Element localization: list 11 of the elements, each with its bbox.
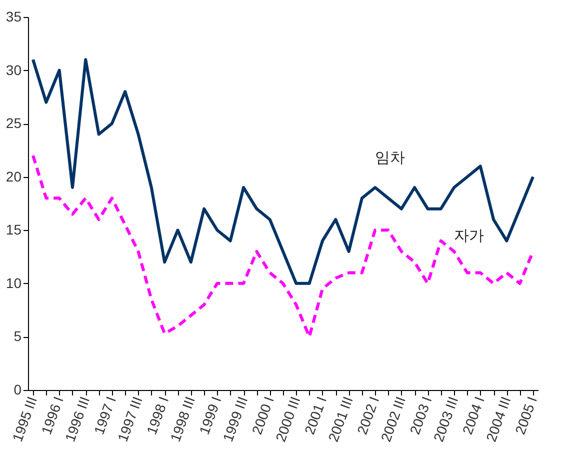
x-tick-label: 2005 I xyxy=(512,394,540,436)
y-tick-label: 30 xyxy=(6,62,22,78)
y-tick-label: 25 xyxy=(6,115,22,132)
series-label: 자가 xyxy=(454,226,484,244)
line-series xyxy=(32,58,534,285)
y-tick-label: 5 xyxy=(14,328,22,344)
y-tick-label: 10 xyxy=(6,274,22,291)
y-tick-label: 15 xyxy=(6,222,22,238)
y-tick-label: 20 xyxy=(6,168,22,184)
y-tick-label: 35 xyxy=(6,8,22,24)
series-label: 임차 xyxy=(375,148,406,167)
